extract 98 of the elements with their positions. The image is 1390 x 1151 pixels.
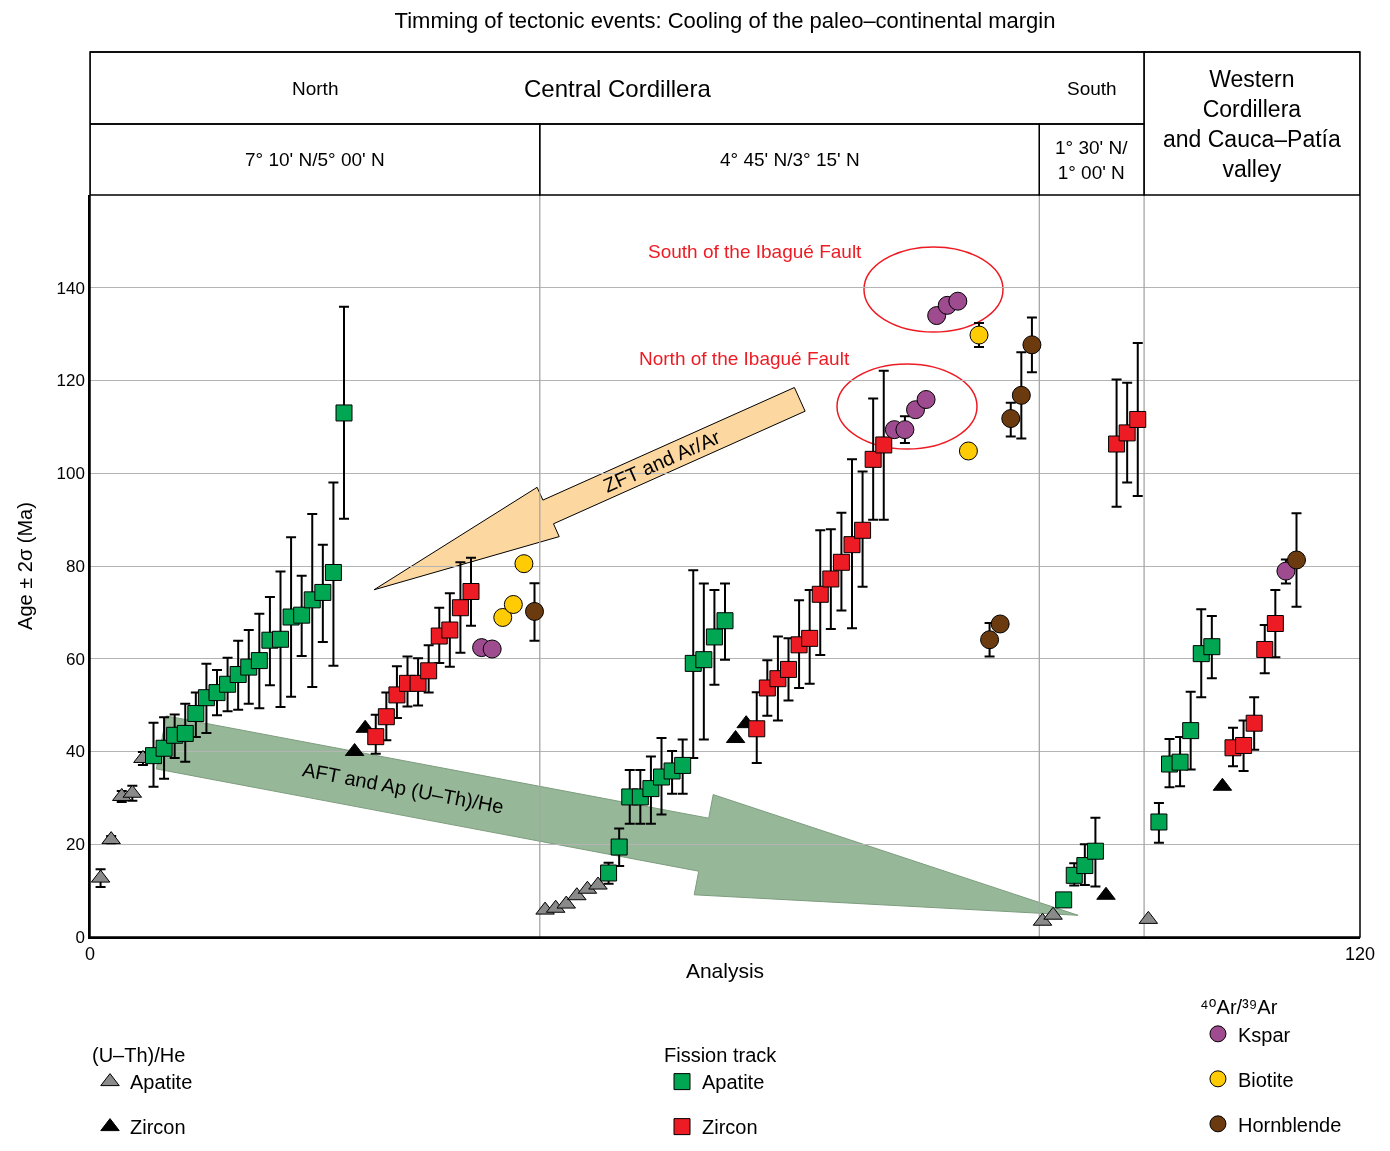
point xyxy=(187,704,205,722)
point xyxy=(314,583,332,601)
text: Western Cordillera and Cauca–Patía valley xyxy=(1163,66,1341,182)
point xyxy=(895,420,915,440)
point xyxy=(451,599,469,617)
point xyxy=(1256,640,1274,658)
point xyxy=(1022,335,1042,355)
text: Central Cordillera xyxy=(524,75,712,102)
point xyxy=(588,876,608,890)
y-tick-label: 60 xyxy=(65,649,85,669)
point xyxy=(948,291,968,311)
point xyxy=(1171,753,1189,771)
point xyxy=(567,887,587,901)
point xyxy=(969,325,989,345)
point xyxy=(916,390,936,409)
point xyxy=(716,612,734,630)
point xyxy=(1203,638,1221,656)
point xyxy=(780,660,797,678)
point xyxy=(441,621,459,639)
point xyxy=(250,652,268,670)
point xyxy=(843,536,861,554)
legend-label: Hornblende xyxy=(1237,1113,1342,1136)
point xyxy=(1118,424,1136,442)
annotation: AFT and Ap (U–Th)/He xyxy=(300,758,506,818)
point xyxy=(293,606,311,624)
point xyxy=(525,601,544,621)
point xyxy=(324,563,342,581)
point xyxy=(272,630,289,648)
point xyxy=(1011,385,1031,405)
y-axis-title: Age ± 2σ (Ma) xyxy=(14,502,37,630)
point xyxy=(1076,857,1094,875)
point xyxy=(101,831,121,845)
text: (U–Th)/He xyxy=(92,1044,186,1067)
legend-label: Apatite xyxy=(130,1071,193,1094)
point xyxy=(462,583,480,601)
text: South xyxy=(1067,78,1117,99)
text: 4° 45' N/3° 15' N xyxy=(720,149,860,170)
point xyxy=(958,441,978,461)
y-tick-label: 40 xyxy=(65,742,85,762)
point xyxy=(610,838,628,856)
text: ⁴⁰Ar/³⁹Ar xyxy=(1199,996,1278,1019)
point xyxy=(1245,714,1263,732)
point xyxy=(674,756,692,774)
text: Fission track xyxy=(664,1044,777,1067)
y-tick-label: 0 xyxy=(75,927,85,947)
text: 1° 30' N/ 1° 00' N xyxy=(1055,137,1129,183)
point xyxy=(1287,550,1306,570)
legend-label: Biotite xyxy=(1237,1068,1294,1091)
point xyxy=(176,724,194,742)
point xyxy=(514,554,534,574)
point xyxy=(748,720,766,738)
y-tick-label: 140 xyxy=(56,278,85,298)
chart-title: Timming of tectonic events: Cooling of the paleo–continental margin xyxy=(394,7,1056,33)
annotation: North of the Ibagué Fault xyxy=(639,348,850,369)
legend-label: Apatite xyxy=(702,1071,765,1094)
point xyxy=(832,553,850,571)
x-axis-title: Analysis xyxy=(685,959,765,983)
point xyxy=(822,570,840,588)
point xyxy=(155,739,173,757)
point xyxy=(556,895,576,909)
point xyxy=(1150,813,1168,831)
point xyxy=(695,651,713,669)
point xyxy=(1096,886,1116,900)
y-tick-label: 100 xyxy=(56,464,85,484)
legend-label: Kspar xyxy=(1237,1023,1291,1046)
point xyxy=(335,404,353,422)
point xyxy=(367,728,385,746)
legend-label: Zircon xyxy=(130,1116,186,1139)
point xyxy=(854,521,872,539)
point xyxy=(875,436,893,454)
annotation: South of the Ibagué Fault xyxy=(648,241,863,262)
y-tick-label: 120 xyxy=(56,371,85,391)
point xyxy=(990,614,1010,634)
point xyxy=(801,629,819,647)
point xyxy=(980,630,1000,650)
text: North xyxy=(292,78,339,99)
text: 7° 10' N/5° 00' N xyxy=(245,149,385,170)
point xyxy=(1001,409,1021,429)
y-tick-label: 80 xyxy=(65,556,85,576)
point xyxy=(1055,891,1073,909)
point xyxy=(1086,842,1104,860)
point xyxy=(811,585,829,603)
point xyxy=(1043,906,1063,920)
point xyxy=(1266,615,1284,633)
point xyxy=(409,674,427,692)
annotation: ZFT and Ar/Ar xyxy=(600,425,724,497)
point xyxy=(1129,410,1147,428)
point xyxy=(503,594,523,614)
point xyxy=(377,708,395,726)
y-tick-label: 20 xyxy=(65,835,85,855)
point xyxy=(420,662,438,680)
point xyxy=(864,450,882,468)
point xyxy=(482,639,502,659)
point xyxy=(493,607,513,627)
point xyxy=(1235,736,1253,754)
point xyxy=(1182,722,1200,740)
point xyxy=(705,628,723,646)
legend-label: Zircon xyxy=(702,1116,758,1139)
